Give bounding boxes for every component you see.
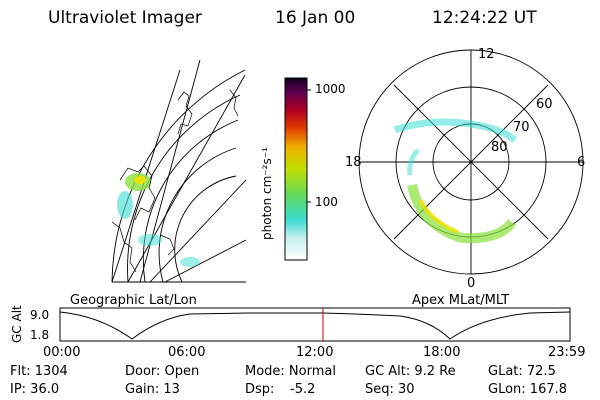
colorbar-tick-100: 100 xyxy=(315,195,338,209)
polar-plot xyxy=(358,49,584,275)
status-door: Door: Open xyxy=(125,364,200,379)
orbit-ytick-high: 9.0 xyxy=(30,308,50,322)
status-flt: Flt: 1304 xyxy=(10,364,68,379)
mlt-label-6: 6 xyxy=(577,155,586,170)
orbit-xtick-0600: 06:00 xyxy=(168,345,206,360)
status-glon: GLon: 167.8 xyxy=(488,382,568,397)
colorbar xyxy=(284,77,311,261)
orbit-ytick-low: 1.8 xyxy=(30,328,50,342)
mlt-label-18: 18 xyxy=(345,155,362,170)
mlt-label-12: 12 xyxy=(478,47,495,62)
status-gc-alt: GC Alt: 9.2 Re xyxy=(365,364,456,379)
orbit-altitude-plot xyxy=(59,307,571,342)
mlt-label-0: 0 xyxy=(467,276,476,291)
orbit-xtick-0000: 00:00 xyxy=(43,345,81,360)
status-glat: GLat: 72.5 xyxy=(488,364,556,379)
mlat-label-60: 60 xyxy=(536,97,553,112)
orbit-ylabel: GC Alt xyxy=(10,305,24,343)
polar-plot-label: Apex MLat/MLT xyxy=(412,293,510,308)
observation-date: 16 Jan 00 xyxy=(275,8,356,28)
orbit-xtick-1800: 18:00 xyxy=(423,345,461,360)
orbit-xtick-2359: 23:59 xyxy=(548,345,586,360)
status-dsp-value: -5.2 xyxy=(290,382,316,397)
geographic-map-label: Geographic Lat/Lon xyxy=(70,293,197,308)
status-gain: Gain: 13 xyxy=(125,382,180,397)
status-ip: IP: 36.0 xyxy=(10,382,60,397)
observation-time: 12:24:22 UT xyxy=(432,8,537,28)
mlat-label-70: 70 xyxy=(513,120,530,135)
orbit-xtick-1200: 12:00 xyxy=(296,345,334,360)
colorbar-tick-1000: 1000 xyxy=(315,82,346,96)
status-mode: Mode: Normal xyxy=(245,364,336,379)
status-dsp-label: Dsp: xyxy=(245,382,275,397)
status-seq: Seq: 30 xyxy=(365,382,415,397)
colorbar-unit-label: photon cm⁻²s⁻¹ xyxy=(260,147,274,240)
instrument-title: Ultraviolet Imager xyxy=(48,8,202,28)
geographic-map xyxy=(111,59,247,283)
mlat-label-80: 80 xyxy=(491,140,508,155)
